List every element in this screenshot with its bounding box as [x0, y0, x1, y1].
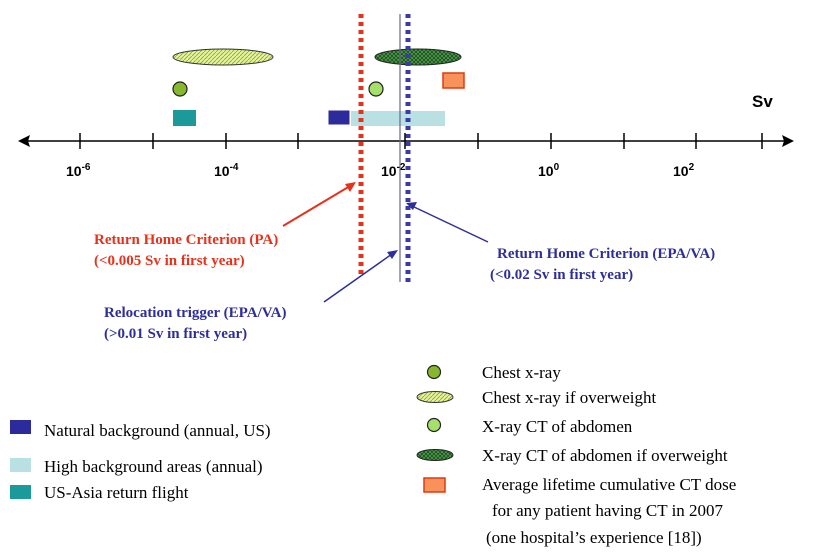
ct-abdomen-marker [368, 81, 384, 97]
legend-label: High background areas (annual) [44, 457, 263, 476]
epa-annotation-arrow [406, 202, 489, 243]
epa-annotation-subtitle: (<0.02 Sv in first year) [490, 267, 633, 283]
legend-label: X-ray CT of abdomen if overweight [482, 446, 728, 465]
chest-xray-legend-icon [426, 364, 442, 380]
chest-xray-overweight-legend-icon [416, 391, 454, 403]
us-asia-flight-marker [173, 110, 196, 126]
relocation-annotation-title: Relocation trigger (EPA/VA) [104, 305, 286, 321]
right-legend: Chest x-ray Chest x-ray if overweight X-… [416, 363, 736, 547]
pa-annotation-arrow [282, 182, 356, 227]
pa-annotation-subtitle: (<0.005 Sv in first year) [94, 253, 245, 269]
relocation-annotation-subtitle: (>0.01 Sv in first year) [104, 326, 247, 342]
legend-label: Chest x-ray [482, 363, 561, 382]
axis-tick-label: 10-2 [381, 162, 406, 179]
relocation-annotation-arrow [323, 250, 398, 303]
legend-label-continued: (one hospital’s experience [18]) [486, 528, 702, 547]
epa-annotation-title: Return Home Criterion (EPA/VA) [497, 246, 715, 262]
pa-annotation-title: Return Home Criterion (PA) [94, 232, 278, 248]
legend-label: Average lifetime cumulative CT dose [482, 475, 736, 494]
natural-background-marker [327, 109, 351, 126]
ct-abdomen-overweight-legend-icon [416, 449, 454, 461]
dose-axis [18, 133, 794, 149]
legend-label: X-ray CT of abdomen [482, 417, 633, 436]
cumulative-ct-legend-icon [423, 477, 446, 493]
chest-xray-marker [172, 81, 188, 97]
legend-label: Natural background (annual, US) [44, 421, 271, 440]
us-asia-flight-swatch [10, 485, 31, 499]
ct-abdomen-legend-icon [426, 417, 442, 433]
high-background-marker [351, 111, 445, 126]
cumulative-ct-dose-marker [442, 72, 465, 89]
axis-tick-label: 10-4 [214, 162, 239, 179]
axis-tick-label: 10-6 [66, 162, 91, 179]
axis-tick-label: 100 [538, 162, 560, 179]
axis-unit-label: Sv [752, 92, 773, 111]
chest-xray-overweight-marker [172, 48, 274, 66]
ct-abdomen-overweight-marker [374, 48, 462, 66]
legend-label: US-Asia return flight [44, 483, 189, 502]
high-background-swatch [10, 458, 31, 472]
legend-label: Chest x-ray if overweight [482, 388, 656, 407]
legend-label-continued: for any patient having CT in 2007 [492, 501, 724, 520]
left-legend: Natural background (annual, US) High bac… [10, 420, 271, 502]
axis-tick-label: 102 [673, 162, 695, 179]
natural-background-swatch [10, 420, 31, 434]
